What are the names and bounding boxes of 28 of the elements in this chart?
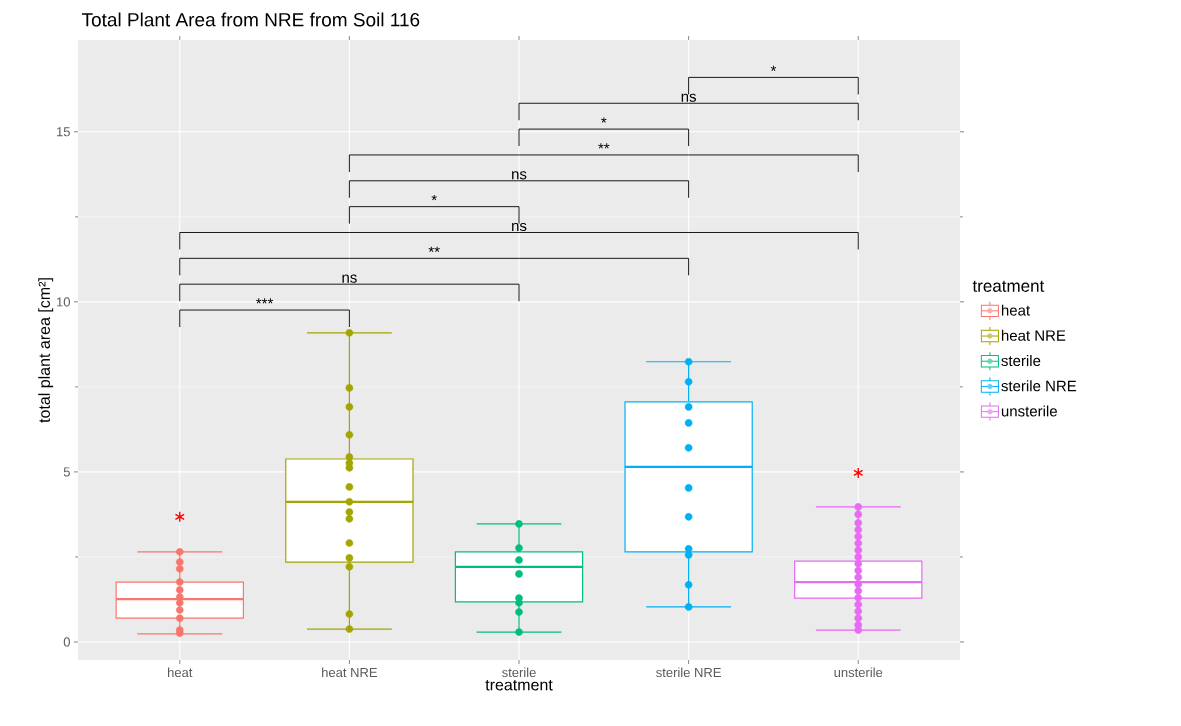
x-axis-title: treatment — [485, 679, 553, 691]
annotation: ns — [512, 171, 527, 180]
annotation: * — [601, 117, 607, 123]
annotation: ns — [512, 222, 527, 232]
y-tick-label: 0 — [63, 637, 70, 647]
x-tick-label: heat — [168, 667, 193, 678]
legend-label: heat NRE — [1001, 329, 1066, 341]
x-tick-label: sterile NRE — [656, 667, 721, 678]
legend-title: treatment — [972, 280, 1045, 292]
annotation: * — [770, 65, 777, 71]
x-tick-label: unsterile — [834, 667, 883, 678]
annotation: ** — [598, 143, 610, 149]
annotation: ns — [342, 274, 357, 283]
y-tick-label: 5 — [63, 467, 70, 477]
legend-label: unsterile — [1001, 405, 1057, 417]
y-tick-label: 15 — [57, 127, 70, 137]
legend-label: sterile — [1001, 355, 1041, 367]
chart-title: Total Plant Area from NRE from Soil 116 — [81, 12, 420, 27]
annotation: * — [431, 194, 437, 201]
annotation: ** — [428, 246, 440, 252]
annotation: ns — [681, 93, 696, 102]
legend-label: heat — [1001, 304, 1031, 316]
x-tick-label: sterile — [502, 667, 536, 678]
legend-label: sterile NRE — [1001, 380, 1077, 392]
y-tick-label: 10 — [57, 297, 70, 307]
annotation: *** — [256, 298, 274, 304]
y-axis-title: total plant area [cm²] — [38, 278, 54, 423]
x-tick-label: heat NRE — [322, 667, 377, 678]
